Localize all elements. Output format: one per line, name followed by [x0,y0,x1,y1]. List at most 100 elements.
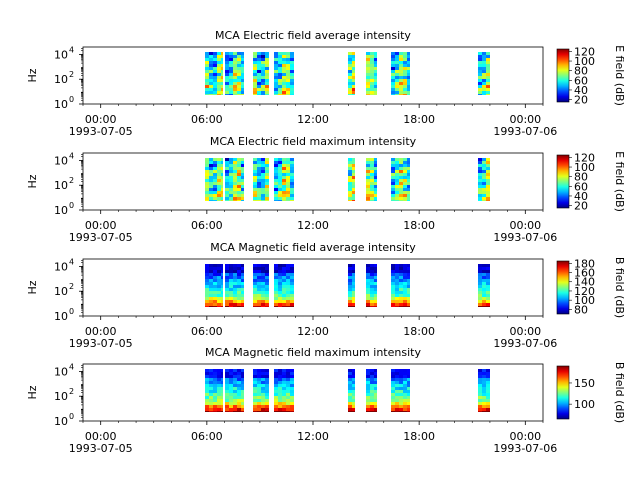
data-block [348,158,355,201]
data-block [348,52,355,95]
x-tick-label: 12:00 [297,113,329,126]
x-tick-label: 12:00 [297,325,329,338]
y-tick-label: 10 [54,390,68,403]
x-tick-label: 00:00 [509,430,541,443]
data-block [253,52,269,95]
colorbar-tick-label: 60 [574,180,588,193]
x-tick-date: 1993-07-05 [69,442,133,455]
colorbar-label: E field (dB) [613,151,626,212]
x-tick-label: 06:00 [191,219,223,232]
plot-frame [82,152,544,211]
x-tick-label: 12:00 [297,430,329,443]
y-tick-label: 10 [54,260,68,273]
colorbar-tick-label: 40 [574,84,588,97]
x-tick-label: 00:00 [85,325,117,338]
data-block [253,369,269,412]
data-block [478,369,490,412]
data-block [225,52,244,95]
chart-title: MCA Magnetic field maximum intensity [205,346,421,359]
data-block [274,158,294,201]
y-tick-exponent: 0 [69,412,74,421]
colorbar-tick-label: 60 [574,74,588,87]
plot-frame [82,46,544,105]
y-tick-exponent: 2 [69,70,74,79]
y-axis-label: Hz [26,68,39,82]
colorbar-label: E field (dB) [613,45,626,106]
y-tick-label: 10 [54,365,68,378]
data-block [205,264,223,307]
data-block [274,369,294,412]
y-tick-label: 10 [54,154,68,167]
x-tick-label: 00:00 [85,430,117,443]
y-axis-label: Hz [26,174,39,188]
colorbar-label: B field (dB) [613,362,626,423]
x-tick-label: 18:00 [403,219,435,232]
colorbar-tick-label: 100 [574,161,595,174]
data-block [391,264,410,307]
data-block [274,52,294,95]
y-tick-label: 10 [54,179,68,192]
colorbar [556,48,570,103]
x-tick-date: 1993-07-05 [69,231,133,244]
data-block [366,369,377,412]
y-tick-label: 10 [54,285,68,298]
y-axis-label: Hz [26,385,39,399]
data-block [274,264,294,307]
colorbar-tick-label: 140 [574,276,595,289]
colorbar-tick-label: 100 [574,55,595,68]
x-tick-label: 12:00 [297,219,329,232]
data-block [348,264,355,307]
data-block [225,369,244,412]
colorbar-tick-label: 180 [574,257,595,270]
chart-title: MCA Electric field average intensity [215,29,411,42]
data-block [478,158,490,201]
x-tick-date: 1993-07-06 [493,125,557,138]
colorbar [556,365,570,420]
x-tick-label: 06:00 [191,113,223,126]
y-tick-exponent: 4 [69,257,74,266]
y-tick-exponent: 0 [69,201,74,210]
y-tick-exponent: 0 [69,307,74,316]
plot-frame [82,258,544,317]
colorbar-tick-label: 120 [574,151,595,164]
chart-title: MCA Electric field maximum intensity [210,135,417,148]
x-tick-label: 00:00 [509,325,541,338]
y-tick-label: 10 [54,73,68,86]
data-block [391,52,410,95]
data-block [478,52,490,95]
y-tick-exponent: 2 [69,176,74,185]
y-axis-label: Hz [26,280,39,294]
x-tick-date: 1993-07-06 [493,442,557,455]
y-tick-exponent: 4 [69,45,74,54]
x-tick-date: 1993-07-06 [493,231,557,244]
x-tick-date: 1993-07-05 [69,337,133,350]
colorbar-tick-label: 100 [574,294,595,307]
y-tick-exponent: 0 [69,95,74,104]
y-tick-exponent: 2 [69,387,74,396]
y-tick-label: 10 [54,48,68,61]
data-block [478,264,490,307]
colorbar [556,154,570,209]
colorbar [556,260,570,315]
data-block [205,158,223,201]
colorbar-tick-label: 100 [574,398,595,411]
data-block [366,52,377,95]
colorbar-tick-label: 20 [574,94,588,107]
y-tick-exponent: 4 [69,362,74,371]
y-tick-label: 10 [54,204,68,217]
y-tick-label: 10 [54,415,68,428]
x-tick-label: 18:00 [403,430,435,443]
colorbar-tick-label: 80 [574,303,588,316]
x-tick-label: 06:00 [191,325,223,338]
x-tick-label: 00:00 [509,113,541,126]
x-tick-label: 00:00 [509,219,541,232]
x-tick-label: 00:00 [85,219,117,232]
data-block [391,369,410,412]
y-tick-label: 10 [54,310,68,323]
colorbar-tick-label: 120 [574,285,595,298]
data-block [205,369,223,412]
